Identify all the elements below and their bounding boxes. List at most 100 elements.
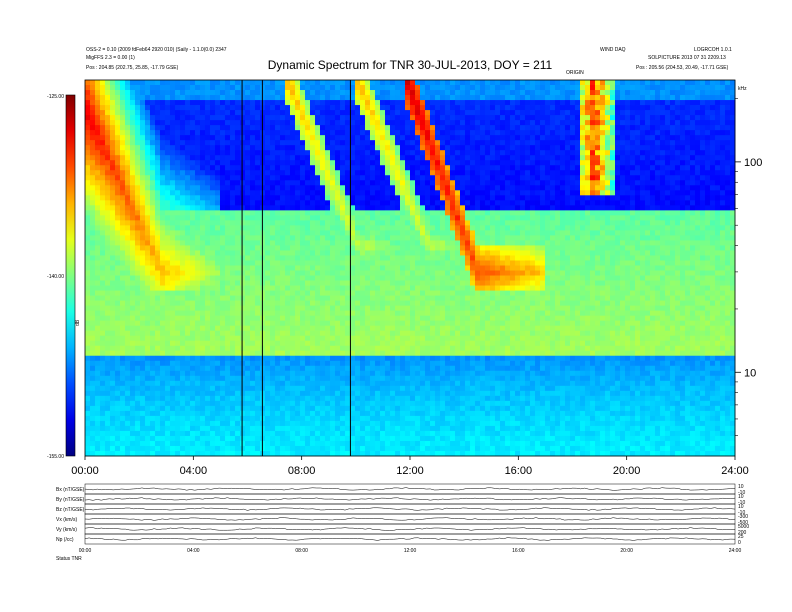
spectrogram-cell <box>315 265 320 270</box>
spectrogram-cell <box>230 446 235 451</box>
spectrogram-cell <box>280 120 285 125</box>
spectrogram-cell <box>205 210 210 215</box>
spectrogram-cell <box>105 215 110 220</box>
spectrogram-cell <box>370 90 375 95</box>
spectrogram-cell <box>225 376 230 381</box>
spectrogram-cell <box>165 120 170 125</box>
spectrogram-cell <box>120 145 125 150</box>
spectrogram-cell <box>175 441 180 446</box>
spectrogram-cell <box>265 381 270 386</box>
spectrogram-cell <box>215 100 220 105</box>
spectrogram-cell <box>170 235 175 240</box>
spectrogram-cell <box>375 311 380 316</box>
spectrogram-cell <box>100 125 105 130</box>
spectrogram-cell <box>330 90 335 95</box>
spectrogram-cell <box>140 296 145 301</box>
spectrogram-cell <box>240 145 245 150</box>
spectrogram-cell <box>215 431 220 436</box>
spectrogram-cell <box>335 351 340 356</box>
spectrogram-cell <box>360 276 365 281</box>
spectrogram-cell <box>170 381 175 386</box>
spectrogram-cell <box>215 406 220 411</box>
spectrogram-cell <box>200 230 205 235</box>
spectrogram-cell <box>335 386 340 391</box>
spectrogram-cell <box>290 255 295 260</box>
spectrogram-cell <box>85 321 90 326</box>
spectrogram-cell <box>180 220 185 225</box>
spectrogram-cell <box>160 170 165 175</box>
spectrogram-cell <box>175 286 180 291</box>
spectrogram-cell <box>385 160 390 165</box>
spectrogram-cell <box>100 170 105 175</box>
spectrogram-cell <box>180 195 185 200</box>
spectrogram-cell <box>120 105 125 110</box>
spectrogram-cell <box>360 115 365 120</box>
spectrogram-cell <box>365 90 370 95</box>
spectrogram-cell <box>250 316 255 321</box>
spectrogram-cell <box>400 160 405 165</box>
spectrogram-cell <box>255 281 260 286</box>
spectrogram-cell <box>150 341 155 346</box>
spectrogram-cell <box>155 346 160 351</box>
spectrogram-cell <box>160 336 165 341</box>
spectrogram-cell <box>190 135 195 140</box>
spectrogram-cell <box>135 356 140 361</box>
spectrogram-cell <box>315 286 320 291</box>
spectrogram-cell <box>290 411 295 416</box>
spectrogram-cell <box>300 95 305 100</box>
spectrogram-cell <box>355 401 360 406</box>
spectrogram-cell <box>205 291 210 296</box>
spectrogram-cell <box>220 210 225 215</box>
spectrogram-cell <box>300 316 305 321</box>
spectrogram-cell <box>395 225 400 230</box>
spectrogram-cell <box>185 446 190 451</box>
spectrogram-cell <box>250 281 255 286</box>
spectrogram-cell <box>390 230 395 235</box>
spectrogram-cell <box>225 185 230 190</box>
spectrogram-cell <box>365 110 370 115</box>
spectrogram-cell <box>155 351 160 356</box>
spectrogram-cell <box>320 225 325 230</box>
spectrogram-cell <box>335 416 340 421</box>
spectrogram-cell <box>185 220 190 225</box>
spectrogram-cell <box>135 431 140 436</box>
spectrogram-cell <box>360 155 365 160</box>
spectrogram-cell <box>395 115 400 120</box>
spectrogram-cell <box>240 165 245 170</box>
spectrogram-cell <box>270 451 275 456</box>
spectrogram-cell <box>255 165 260 170</box>
spectrogram-cell <box>310 250 315 255</box>
spectrogram-cell <box>380 436 385 441</box>
spectrogram-cell <box>170 366 175 371</box>
spectrogram-cell <box>225 230 230 235</box>
spectrogram-cell <box>215 411 220 416</box>
spectrogram-cell <box>200 371 205 376</box>
spectrogram-cell <box>120 160 125 165</box>
spectrogram-cell <box>400 376 405 381</box>
spectrogram-cell <box>275 90 280 95</box>
spectrogram-cell <box>320 346 325 351</box>
spectrogram-cell <box>285 391 290 396</box>
spectrogram-cell <box>305 306 310 311</box>
spectrogram-cell <box>100 215 105 220</box>
spectrogram-cell <box>240 311 245 316</box>
spectrogram-cell <box>330 115 335 120</box>
spectrogram-cell <box>280 446 285 451</box>
spectrogram-cell <box>205 185 210 190</box>
spectrogram-cell <box>240 220 245 225</box>
spectrogram-cell <box>85 265 90 270</box>
spectrogram-cell <box>310 406 315 411</box>
spectrogram-cell <box>125 220 130 225</box>
spectrogram-cell <box>220 356 225 361</box>
spectrogram-cell <box>295 366 300 371</box>
spectrogram-cell <box>160 190 165 195</box>
spectrogram-cell <box>330 95 335 100</box>
spectrogram-cell <box>115 215 120 220</box>
spectrogram-cell <box>270 341 275 346</box>
spectrogram-cell <box>90 210 95 215</box>
spectrogram-cell <box>355 200 360 205</box>
spectrogram-cell <box>85 260 90 265</box>
spectrogram-cell <box>325 321 330 326</box>
spectrogram-cell <box>150 386 155 391</box>
spectrogram-cell <box>185 306 190 311</box>
